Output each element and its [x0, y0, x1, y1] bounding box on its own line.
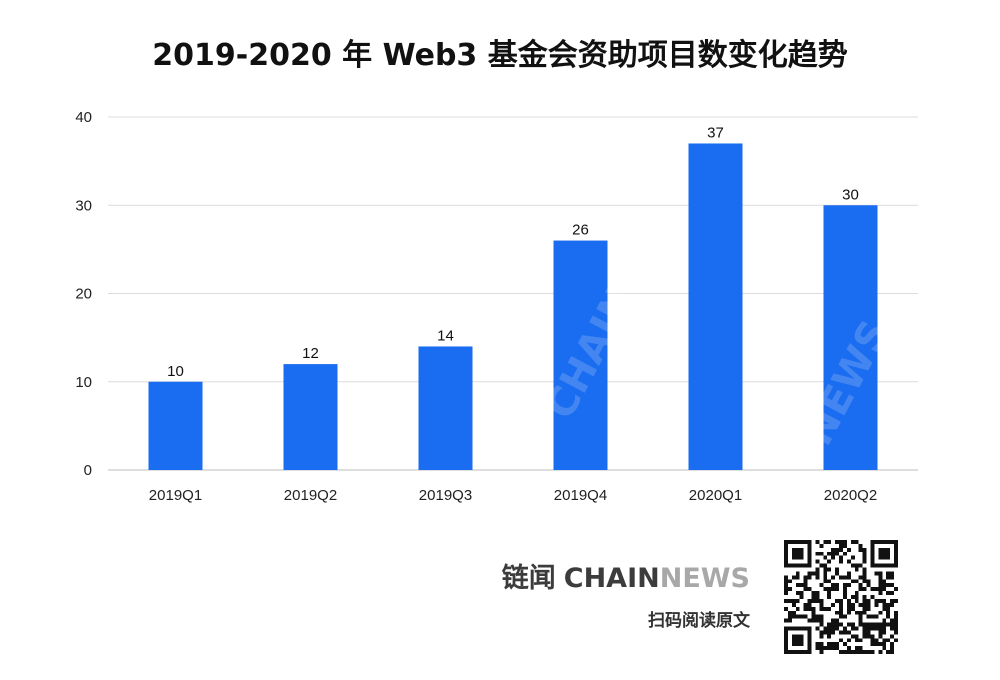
data-label: 30 [842, 186, 859, 203]
data-label: 10 [167, 363, 184, 380]
brand-chain: CHAIN [563, 563, 660, 594]
x-tick-label: 2020Q1 [689, 487, 742, 504]
bar [823, 205, 878, 470]
grid-layer: 0 10 20 30 40 [75, 109, 918, 479]
x-tick-label: 2019Q3 [419, 487, 472, 504]
y-tick-label: 40 [75, 109, 92, 126]
bar [418, 346, 473, 470]
bar [283, 364, 338, 470]
bar [688, 143, 743, 470]
scan-to-read: 扫码阅读原文 [648, 611, 750, 631]
qr-code-icon[interactable] [784, 540, 898, 654]
data-label: 12 [302, 345, 319, 362]
y-tick-label: 20 [75, 286, 92, 303]
brand-news: NEWS [659, 563, 750, 594]
bar [148, 381, 203, 470]
x-tick-label: 2019Q2 [284, 487, 337, 504]
bar-layer [148, 143, 878, 470]
x-tick-label: 2019Q1 [149, 487, 202, 504]
label-layer: 10 2019Q1 12 2019Q2 14 2019Q3 26 2019Q4 37 2020Q1… [149, 124, 877, 504]
y-tick-label: 0 [84, 462, 92, 479]
x-tick-label: 2020Q2 [824, 487, 877, 504]
data-label: 14 [437, 327, 454, 344]
bar [553, 240, 608, 470]
brand-cn: 链闻 [501, 563, 556, 594]
data-label: 37 [707, 124, 724, 141]
brand-logo: 链闻 CHAINNEWS [500, 556, 750, 595]
y-tick-label: 30 [75, 197, 92, 214]
y-tick-label: 10 [75, 374, 92, 391]
data-label: 26 [572, 222, 589, 239]
chart-title: 2019-2020 年 Web3 基金会资助项目数变化趋势 [152, 38, 848, 73]
x-tick-label: 2019Q4 [554, 487, 607, 504]
